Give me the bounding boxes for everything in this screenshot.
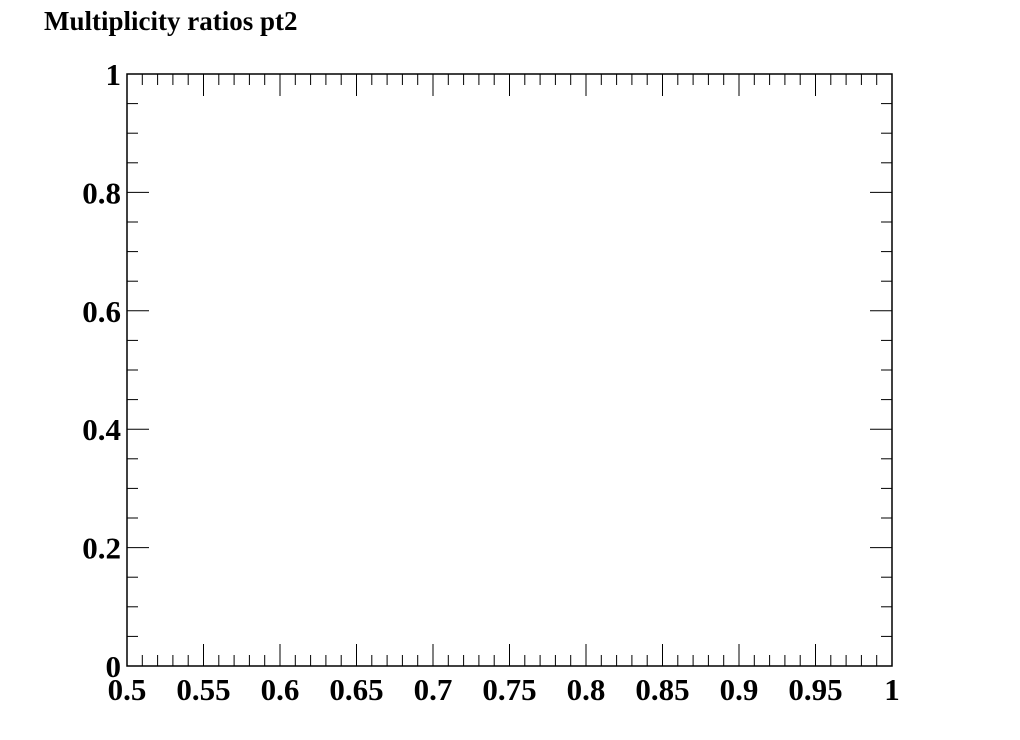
x-tick-label: 0.65 (329, 672, 383, 707)
y-tick-label: 0 (106, 649, 122, 684)
axis-tick-labels: 0.5 0.55 0.6 0.65 0.7 0.75 0.8 0.85 0.9 0.95 1 0 0.2… (82, 57, 900, 707)
x-tick-label: 1 (884, 672, 900, 707)
chart-title: Multiplicity ratios pt2 (44, 6, 298, 36)
x-tick-label: 0.9 (720, 672, 759, 707)
x-tick-label: 0.8 (567, 672, 606, 707)
x-tick-label: 0.5 (108, 672, 147, 707)
x-tick-label: 0.7 (414, 672, 453, 707)
y-tick-label: 0.6 (82, 294, 121, 329)
axis-ticks (126, 73, 893, 667)
x-tick-label: 0.55 (176, 672, 230, 707)
plot-frame (126, 73, 893, 667)
y-tick-label: 0.2 (82, 531, 121, 566)
y-tick-label: 0.8 (82, 175, 121, 210)
x-tick-label: 0.95 (788, 672, 842, 707)
x-tick-label: 0.75 (482, 672, 536, 707)
y-tick-label: 1 (106, 57, 122, 92)
y-tick-label: 0.4 (82, 412, 121, 447)
x-tick-label: 0.6 (261, 672, 300, 707)
x-tick-label: 0.85 (635, 672, 689, 707)
